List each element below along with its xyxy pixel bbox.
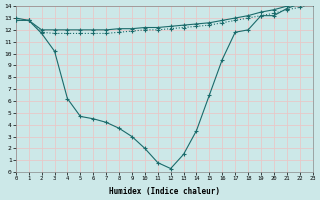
X-axis label: Humidex (Indice chaleur): Humidex (Indice chaleur) — [109, 187, 220, 196]
